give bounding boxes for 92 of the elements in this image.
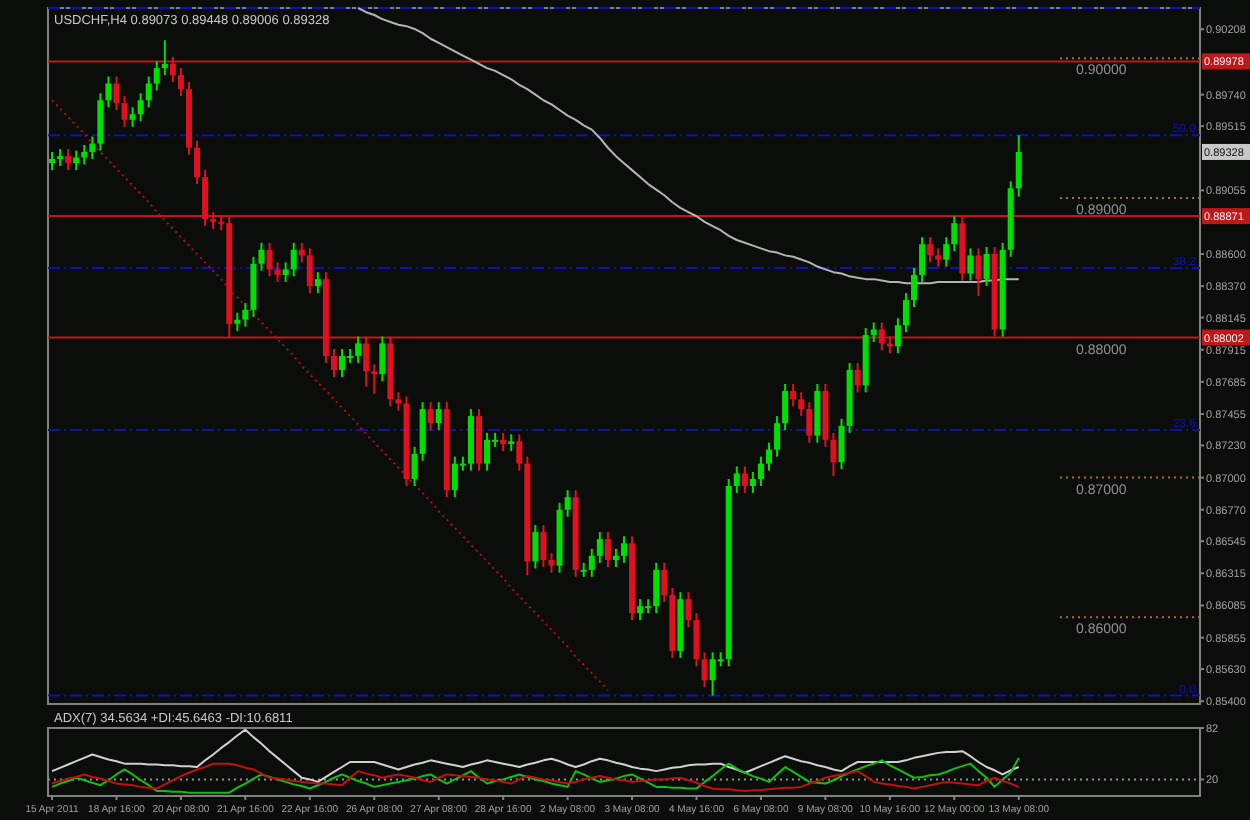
candlestick bbox=[902, 292, 909, 334]
candlestick bbox=[1015, 134, 1022, 198]
candlestick bbox=[290, 241, 297, 278]
candlestick bbox=[371, 363, 378, 395]
candlestick bbox=[475, 408, 482, 472]
candlestick bbox=[919, 236, 926, 283]
candlestick bbox=[621, 535, 627, 564]
candlestick bbox=[661, 561, 668, 603]
candlestick bbox=[177, 67, 184, 98]
candlestick bbox=[427, 401, 434, 432]
candlestick bbox=[113, 75, 120, 112]
candlestick bbox=[927, 236, 934, 264]
candlestick bbox=[129, 106, 136, 128]
line-series bbox=[51, 728, 1020, 783]
candlestick bbox=[250, 255, 257, 318]
candlestick bbox=[870, 321, 877, 344]
candlestick bbox=[306, 247, 313, 295]
line-series bbox=[51, 99, 609, 692]
candlestick bbox=[435, 401, 442, 432]
candlestick bbox=[516, 433, 523, 472]
candlestick bbox=[774, 415, 781, 458]
candlestick bbox=[935, 247, 942, 268]
candlestick bbox=[975, 247, 982, 297]
candlestick bbox=[854, 361, 861, 394]
candlestick bbox=[105, 75, 112, 109]
candlestick bbox=[951, 215, 958, 253]
candlestick bbox=[757, 455, 764, 487]
candlestick bbox=[943, 236, 950, 268]
candlestick bbox=[363, 335, 370, 388]
candlestick bbox=[121, 95, 128, 128]
candlestick bbox=[596, 531, 603, 564]
candlestick bbox=[242, 301, 249, 328]
candlestick bbox=[202, 169, 209, 228]
candlestick bbox=[89, 135, 96, 160]
candlestick bbox=[451, 455, 458, 499]
candlestick bbox=[540, 524, 547, 569]
candlestick bbox=[355, 335, 362, 364]
candlestick bbox=[500, 431, 507, 453]
candlestick bbox=[145, 75, 152, 109]
candlestick bbox=[282, 261, 289, 283]
candlestick bbox=[637, 598, 644, 622]
candlestick bbox=[612, 547, 619, 569]
candlestick bbox=[484, 431, 491, 472]
candlestick bbox=[65, 148, 72, 172]
candlestick bbox=[967, 247, 974, 282]
candlestick bbox=[798, 391, 805, 418]
candlestick bbox=[81, 143, 88, 166]
candlestick bbox=[653, 561, 660, 615]
candlestick bbox=[137, 92, 144, 123]
candlestick bbox=[830, 431, 837, 478]
candlestick bbox=[588, 547, 595, 578]
candlestick bbox=[894, 317, 901, 355]
candlestick bbox=[153, 60, 160, 92]
candlestick bbox=[733, 465, 740, 494]
line-series bbox=[51, 762, 1020, 793]
candlestick bbox=[411, 445, 418, 487]
candlestick bbox=[701, 651, 708, 689]
candlestick bbox=[97, 92, 104, 152]
line-series bbox=[51, 756, 1020, 794]
candlestick bbox=[395, 391, 402, 412]
candlestick bbox=[258, 241, 265, 272]
candlestick bbox=[564, 489, 571, 518]
candlestick bbox=[878, 321, 885, 352]
candlestick bbox=[161, 39, 168, 77]
candlestick bbox=[806, 401, 813, 444]
candlestick bbox=[604, 531, 611, 569]
candlestick bbox=[749, 471, 756, 494]
candlestick bbox=[274, 261, 281, 283]
candlestick bbox=[685, 591, 692, 629]
candlestick bbox=[234, 311, 241, 332]
candlestick bbox=[339, 348, 346, 378]
candlestick bbox=[741, 465, 748, 494]
candlestick bbox=[49, 150, 56, 172]
candlestick bbox=[532, 524, 539, 570]
candlestick bbox=[169, 55, 176, 84]
candlestick bbox=[266, 241, 273, 278]
candlestick bbox=[693, 612, 700, 668]
candlestick bbox=[379, 335, 386, 383]
candlestick bbox=[782, 382, 789, 432]
candlestick bbox=[467, 408, 474, 472]
candlestick bbox=[911, 266, 918, 309]
candlestick bbox=[790, 382, 797, 408]
candlestick bbox=[419, 401, 426, 462]
candlestick bbox=[314, 271, 321, 295]
candlestick bbox=[709, 651, 716, 697]
candlestick bbox=[330, 348, 337, 378]
candlestick bbox=[548, 552, 555, 574]
candlestick bbox=[194, 139, 201, 186]
candlestick bbox=[766, 441, 773, 472]
candlestick bbox=[814, 382, 821, 444]
candlestick bbox=[838, 417, 845, 471]
candlestick bbox=[983, 245, 990, 288]
